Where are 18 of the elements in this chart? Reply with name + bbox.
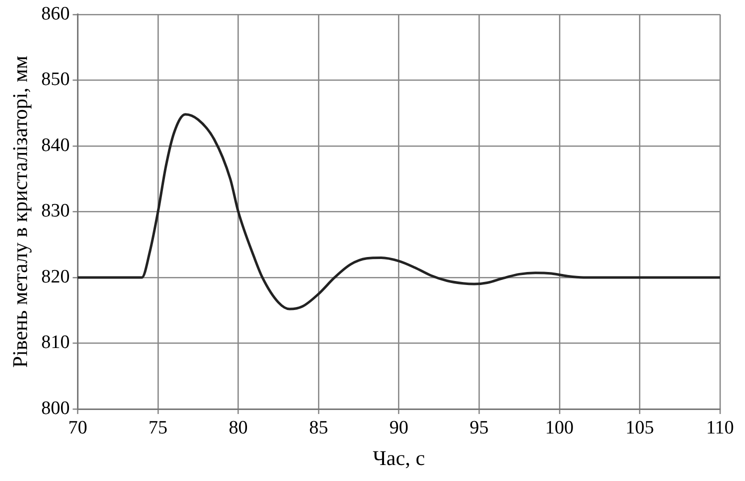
x-tick-label: 105	[625, 417, 654, 438]
y-tick-label: 850	[41, 69, 70, 90]
x-tick-label: 75	[148, 417, 168, 438]
y-tick-label: 820	[41, 266, 70, 288]
x-tick-label: 80	[228, 417, 248, 438]
x-axis-title: Час, с	[372, 446, 425, 470]
y-tick-label: 810	[41, 332, 70, 354]
y-tick-label: 840	[41, 134, 70, 156]
x-tick-label: 110	[706, 417, 734, 438]
y-axis-title: Рівень металу в кристалізаторі, мм	[8, 56, 32, 368]
x-tick-label: 85	[309, 417, 328, 438]
x-tick-label: 100	[545, 417, 574, 438]
y-tick-label: 830	[41, 200, 70, 222]
x-tick-label: 90	[389, 417, 408, 438]
x-tick-label: 95	[470, 417, 489, 438]
y-tick-label: 860	[41, 3, 70, 24]
x-tick-label: 70	[68, 417, 88, 438]
y-tick-label: 800	[41, 398, 70, 419]
